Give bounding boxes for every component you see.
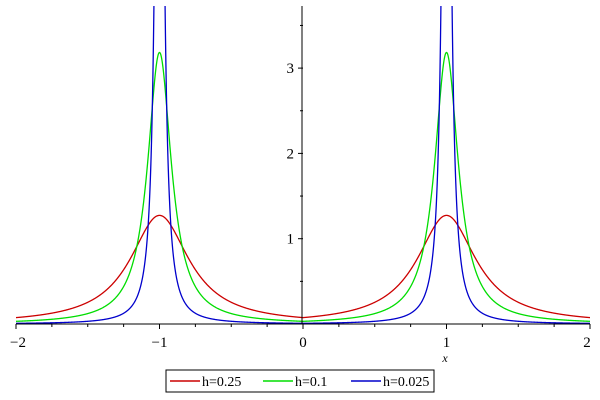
axes bbox=[16, 6, 590, 325]
y-tick-label: 3 bbox=[287, 61, 295, 77]
x-axis-title: x bbox=[441, 351, 448, 365]
x-tick-label: 1 bbox=[443, 335, 451, 351]
legend-label: h=0.1 bbox=[295, 375, 327, 390]
legend-label: h=0.25 bbox=[202, 375, 241, 390]
x-tick-label: 0 bbox=[299, 335, 307, 351]
y-ticks: 1 2 3 bbox=[287, 24, 303, 282]
legend: h=0.25 h=0.1 h=0.025 bbox=[165, 369, 435, 393]
y-tick-label: 2 bbox=[287, 146, 295, 162]
y-tick-label: 1 bbox=[287, 232, 295, 248]
x-ticks: −2 −1 0 1 2 bbox=[10, 324, 591, 351]
series-line-h=0.025 bbox=[16, 6, 590, 324]
legend-box bbox=[165, 369, 435, 393]
x-tick-label: −2 bbox=[10, 335, 26, 351]
x-tick-label: 2 bbox=[583, 335, 591, 351]
x-tick-label: −1 bbox=[152, 335, 168, 351]
plot-curves bbox=[16, 6, 590, 324]
legend-label: h=0.025 bbox=[383, 375, 429, 390]
series-line-h=0.25 bbox=[16, 214, 590, 319]
series-line-h=0.1 bbox=[16, 51, 590, 322]
